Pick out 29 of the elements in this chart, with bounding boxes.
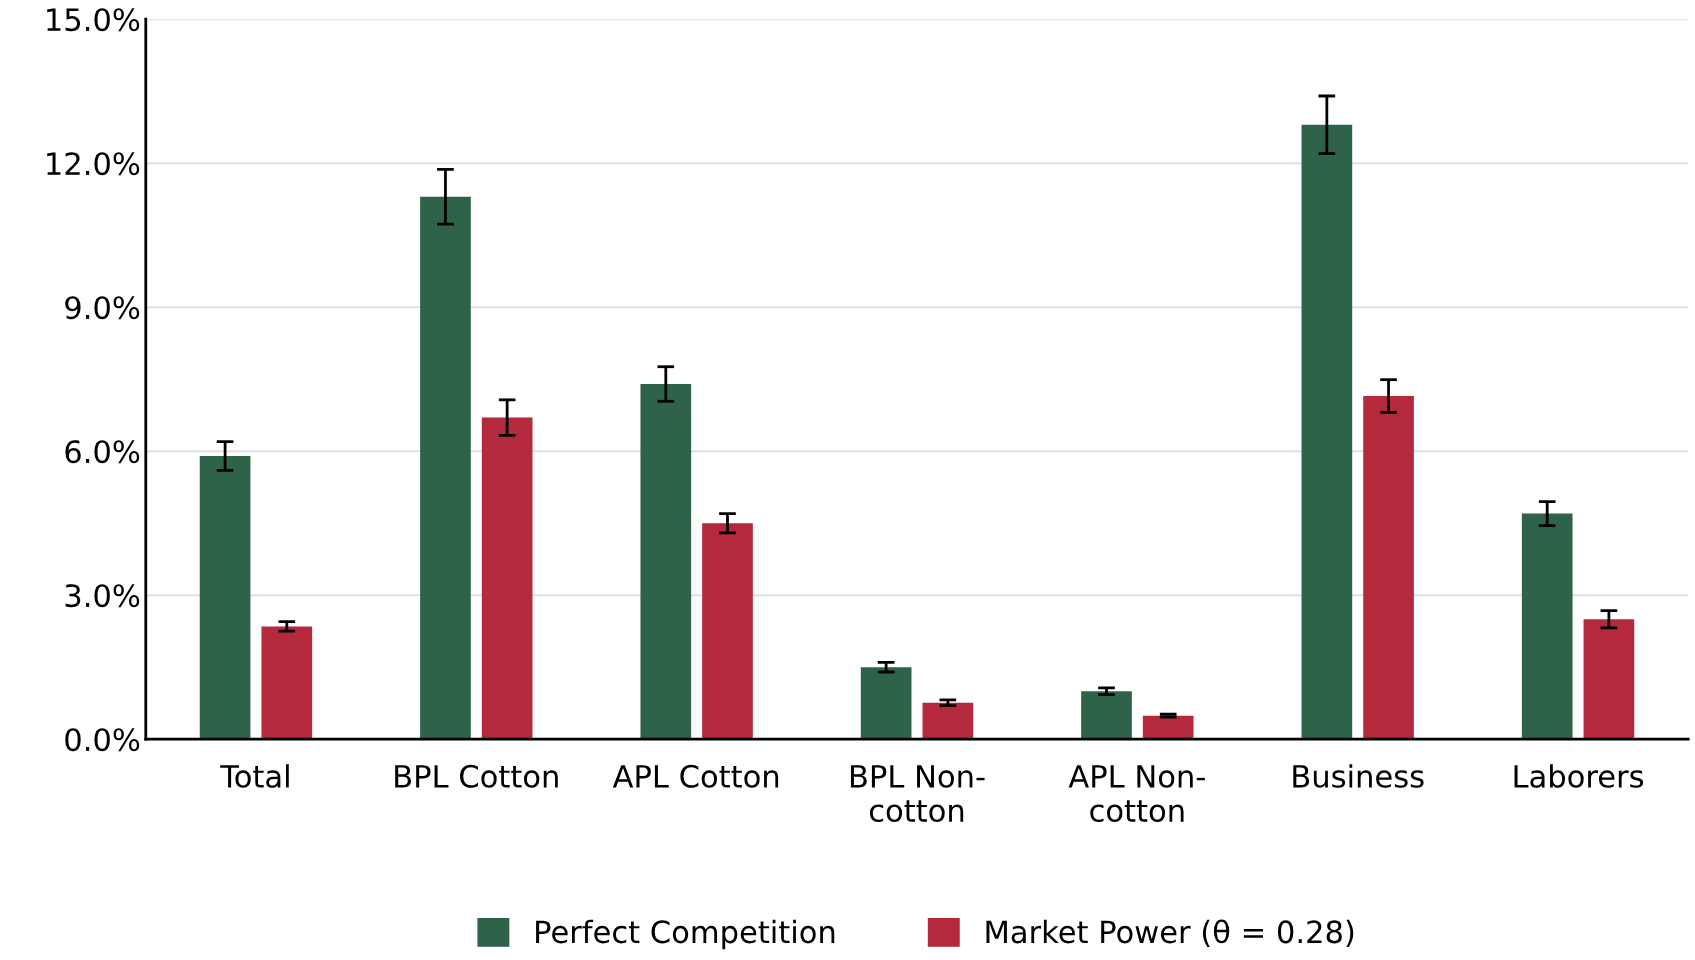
x-tick-label: APL Cotton xyxy=(612,764,779,788)
y-tick-label: 0.0% xyxy=(65,728,140,752)
legend-label: Market Power (θ = 0.28) xyxy=(986,919,1354,947)
x-tick-label: Laborers xyxy=(1514,764,1644,788)
bar xyxy=(481,417,533,740)
x-tick-label: Total xyxy=(220,764,289,788)
y-tick-label: 9.0% xyxy=(65,296,140,320)
bar xyxy=(1583,619,1635,740)
x-tick-label: BPL Non- cotton xyxy=(850,765,985,823)
y-tick-label: 12.0% xyxy=(47,152,140,176)
bar xyxy=(640,384,692,740)
bar xyxy=(1521,513,1573,740)
bar xyxy=(1363,396,1414,740)
bar xyxy=(199,456,251,740)
bar xyxy=(702,523,753,740)
x-tick-label: Business xyxy=(1293,764,1424,788)
bar xyxy=(261,626,313,740)
x-tick-label: BPL Cotton xyxy=(395,764,558,788)
bar xyxy=(1081,691,1132,740)
y-tick-label: 6.0% xyxy=(65,440,140,464)
legend-label: Perfect Competition xyxy=(536,919,835,950)
bar xyxy=(922,702,974,740)
bar xyxy=(860,667,912,740)
bar xyxy=(420,196,471,740)
bar xyxy=(1301,124,1353,740)
y-tick-label: 3.0% xyxy=(65,584,140,608)
y-tick-label: 15.0% xyxy=(47,8,140,32)
bar xyxy=(1142,715,1194,740)
x-tick-label: APL Non- cotton xyxy=(1068,765,1205,823)
